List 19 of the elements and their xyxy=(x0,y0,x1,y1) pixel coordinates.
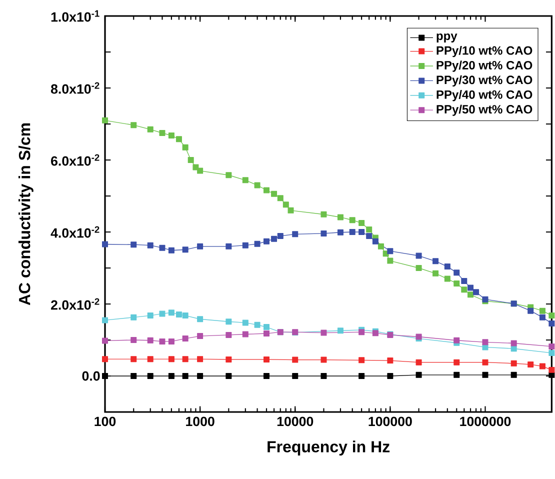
y-tick-label: 4.0x10$^{-2}$ xyxy=(50,226,100,238)
x-tick-label: 100 xyxy=(94,416,116,426)
x-tick-label: 100000 xyxy=(368,416,412,426)
x-tick-label: 1000 xyxy=(186,416,214,426)
y-tick-label: 1.0x10$^{-1}$ xyxy=(51,10,100,22)
x-axis-title: Frequency in Hz xyxy=(268,440,390,456)
legend-label: PPy/10 wt% CAO xyxy=(436,46,532,58)
y-tick-label: 6.0x10$^{-2}$ xyxy=(51,154,100,166)
legend-label: PPy/20 wt% CAO xyxy=(436,60,532,72)
y-tick-label: 0.0 xyxy=(82,371,100,381)
y-tick-label: 8.0x10$^{-2}$ xyxy=(50,82,100,94)
x-tick-label: 1000000 xyxy=(460,416,511,426)
legend-label: PPy/40 wt% CAO xyxy=(436,90,532,102)
x-tick-label: 10000 xyxy=(277,416,314,426)
legend-label: ppy xyxy=(436,33,458,42)
legend-label: PPy/30 wt% CAO xyxy=(436,75,532,87)
y-axis-title: AC conductivity in S/cm xyxy=(18,123,34,306)
legend-label: PPy/50 wt% CAO xyxy=(436,104,532,116)
y-tick-label: 2.0x10$^{-2}$ xyxy=(51,298,100,310)
